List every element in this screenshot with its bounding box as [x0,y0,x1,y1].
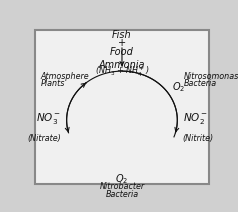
Text: Fish: Fish [112,30,132,40]
Text: NO$_2^-$: NO$_2^-$ [183,111,208,126]
Text: NO$_3^-$: NO$_3^-$ [36,111,61,126]
Text: O$_2$: O$_2$ [115,172,129,186]
Text: Ammonia: Ammonia [99,60,145,70]
Text: Nitrosomonas: Nitrosomonas [184,72,238,81]
Text: Bacteria: Bacteria [184,79,217,88]
Text: Plants: Plants [41,79,65,88]
Text: Nitrobacter: Nitrobacter [99,182,144,191]
Text: (Nitrite): (Nitrite) [183,134,214,144]
Text: O$_2$: O$_2$ [172,80,185,94]
Text: Bacteria: Bacteria [105,190,139,199]
Text: Atmosphere: Atmosphere [41,72,89,81]
Text: (NH$_3$ + NH$_4^+$): (NH$_3$ + NH$_4^+$) [95,65,149,79]
Text: Food: Food [110,47,134,57]
Text: +: + [118,39,126,49]
Text: (Nitrate): (Nitrate) [27,134,61,144]
FancyBboxPatch shape [35,30,209,184]
